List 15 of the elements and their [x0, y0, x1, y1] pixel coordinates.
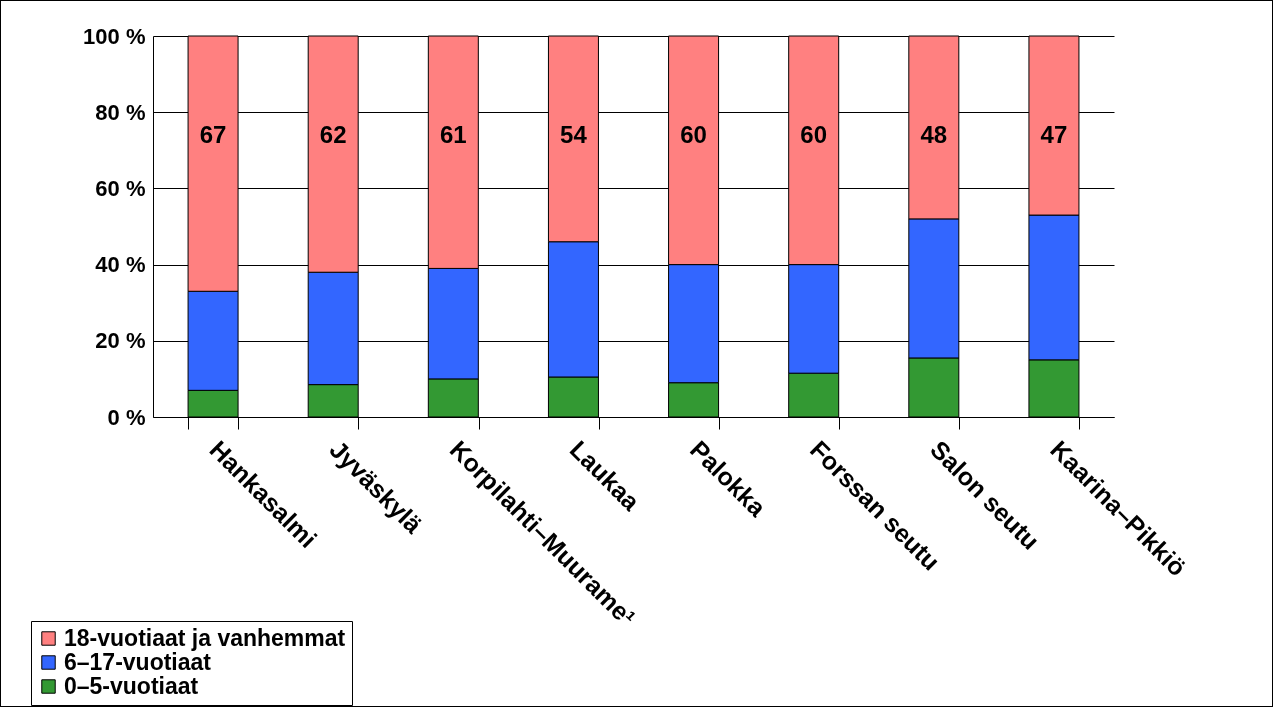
data-label: 60 [800, 121, 828, 148]
data-label: 48 [920, 121, 948, 148]
y-tick-label: 0 % [107, 404, 146, 430]
y-tick-label: 40 % [95, 252, 146, 278]
data-label: 54 [560, 121, 588, 148]
data-label: 61 [439, 121, 467, 148]
legend-label: 0–5-vuotiaat [64, 672, 199, 699]
data-label: 60 [680, 121, 707, 148]
y-tick-label: 80 % [95, 99, 146, 125]
y-tick-label: 60 % [95, 175, 146, 201]
y-tick-label: 100 % [83, 23, 146, 49]
y-tick-label: 20 % [95, 328, 146, 354]
data-label: 62 [319, 121, 347, 148]
data-label: 67 [199, 121, 227, 148]
data-label: 47 [1040, 121, 1068, 148]
